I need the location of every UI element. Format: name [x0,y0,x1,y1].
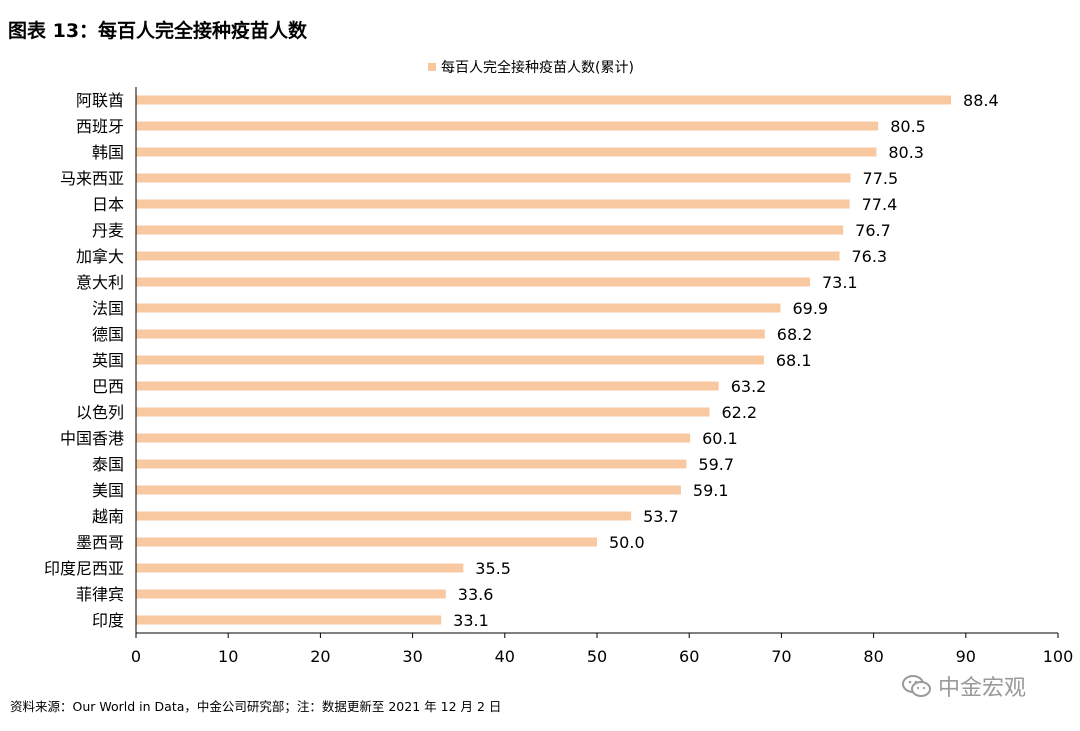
category-label: 丹麦 [92,221,124,240]
data-label: 53.7 [643,507,679,526]
source-note: 资料来源：Our World in Data，中金公司研究部；注：数据更新至 2… [10,699,502,714]
category-label: 马来西亚 [60,169,124,188]
category-label: 巴西 [92,377,124,396]
bar [136,303,781,313]
bar [136,173,851,183]
data-label: 76.7 [855,221,891,240]
data-label: 62.2 [721,403,757,422]
bar [136,615,442,625]
legend-swatch [428,63,436,71]
legend-label: 每百人完全接种疫苗人数(累计) [441,59,634,76]
bar [136,277,810,287]
data-label: 60.1 [702,429,738,448]
data-label: 63.2 [731,377,767,396]
data-label: 35.5 [475,559,511,578]
category-label: 越南 [92,507,124,526]
figure-title: 图表 13：每百人完全接种疫苗人数 [8,20,308,42]
data-label: 50.0 [609,533,645,552]
bar [136,563,464,573]
category-label: 西班牙 [76,117,124,136]
bar [136,459,687,469]
category-label: 法国 [92,299,124,318]
category-label: 以色列 [76,403,124,422]
bar [136,225,844,235]
wechat-icon [902,675,931,697]
category-label: 墨西哥 [76,533,124,552]
bar [136,537,597,547]
category-label: 英国 [92,351,124,370]
data-label: 68.1 [776,351,812,370]
category-label: 韩国 [92,143,124,162]
data-label: 80.5 [890,117,926,136]
data-label: 77.5 [863,169,899,188]
watermark: 中金宏观 [902,670,1026,702]
data-label: 80.3 [888,143,924,162]
data-label: 59.7 [698,455,734,474]
bar [136,589,446,599]
category-label: 印度 [92,611,124,630]
x-tick-label: 30 [402,647,422,666]
bar [136,251,840,261]
data-label: 59.1 [693,481,729,500]
bar [136,407,710,417]
x-tick-label: 80 [863,647,883,666]
x-tick-label: 20 [310,647,330,666]
bar [136,511,632,521]
category-label: 日本 [92,195,124,214]
category-label: 阿联酋 [76,91,124,110]
bar [136,329,765,339]
bar [136,147,877,157]
data-label: 73.1 [822,273,858,292]
category-label: 泰国 [92,455,124,474]
category-label: 中国香港 [60,429,124,448]
data-label: 69.9 [792,299,828,318]
category-label: 菲律宾 [76,585,124,604]
x-tick-label: 10 [218,647,238,666]
bar [136,355,764,365]
bar [136,381,719,391]
x-tick-label: 100 [1043,647,1074,666]
x-tick-label: 50 [587,647,607,666]
data-label: 33.6 [458,585,494,604]
data-label: 88.4 [963,91,999,110]
bar [136,95,952,105]
data-label: 77.4 [862,195,898,214]
category-label: 加拿大 [76,247,124,266]
bar [136,433,691,443]
bar-chart: 每百人完全接种疫苗人数(累计) 阿联酋西班牙韩国马来西亚日本丹麦加拿大意大利法国… [44,59,1074,666]
category-label: 德国 [92,325,124,344]
data-label: 33.1 [453,611,489,630]
bar [136,121,879,131]
bar [136,199,850,209]
x-tick-label: 90 [956,647,976,666]
category-label: 美国 [92,481,124,500]
x-tick-label: 70 [771,647,791,666]
data-label: 68.2 [777,325,813,344]
category-label: 印度尼西亚 [44,559,124,578]
x-tick-label: 60 [679,647,699,666]
x-tick-label: 40 [495,647,515,666]
x-tick-label: 0 [131,647,141,666]
category-label: 意大利 [76,273,124,292]
bar [136,485,681,495]
data-label: 76.3 [851,247,887,266]
chart-legend: 每百人完全接种疫苗人数(累计) [428,59,634,76]
watermark-text: 中金宏观 [938,676,1027,701]
